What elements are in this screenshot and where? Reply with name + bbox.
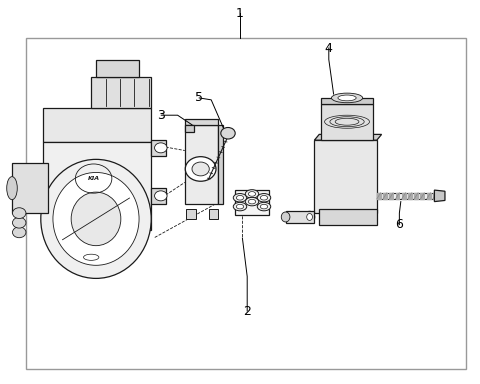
Ellipse shape [338,95,356,101]
Polygon shape [319,209,377,225]
Ellipse shape [331,93,363,103]
Text: 5: 5 [195,91,203,104]
Polygon shape [151,188,166,204]
Polygon shape [321,104,373,140]
Ellipse shape [257,202,271,211]
Bar [186,209,196,219]
Bar [26,38,466,369]
Bar [209,209,218,219]
Polygon shape [43,108,151,142]
Polygon shape [91,77,151,108]
Ellipse shape [249,199,256,204]
Polygon shape [218,125,223,204]
Ellipse shape [236,195,244,200]
Ellipse shape [233,194,247,202]
Ellipse shape [257,194,271,202]
Ellipse shape [304,211,315,223]
Text: 3: 3 [157,109,165,122]
Ellipse shape [53,172,139,265]
Polygon shape [58,238,115,253]
Polygon shape [235,190,269,215]
Text: 6: 6 [396,218,403,231]
Ellipse shape [245,197,259,206]
Text: 1: 1 [236,7,244,20]
Polygon shape [286,211,314,223]
Circle shape [12,227,26,238]
Ellipse shape [249,192,256,196]
Ellipse shape [281,212,290,222]
Ellipse shape [84,254,99,260]
Text: KIA: KIA [87,176,100,181]
Ellipse shape [236,204,244,209]
Ellipse shape [233,202,247,211]
Polygon shape [434,190,445,202]
Ellipse shape [307,214,312,220]
Circle shape [12,217,26,228]
Text: 2: 2 [243,305,251,318]
Circle shape [155,191,167,201]
Polygon shape [185,125,218,204]
Polygon shape [321,98,373,104]
Polygon shape [96,60,139,77]
Ellipse shape [79,253,103,262]
Polygon shape [12,163,48,213]
Polygon shape [314,134,382,140]
Circle shape [155,143,167,153]
Ellipse shape [260,204,268,209]
Polygon shape [185,125,194,132]
Polygon shape [43,142,151,230]
Text: 4: 4 [325,41,333,55]
Ellipse shape [260,195,268,200]
Ellipse shape [245,190,259,198]
Ellipse shape [41,159,151,278]
Circle shape [221,127,235,139]
Circle shape [12,208,26,218]
Polygon shape [151,140,166,156]
Ellipse shape [7,177,17,200]
Circle shape [192,162,209,176]
Polygon shape [185,119,218,125]
Circle shape [185,157,216,181]
Polygon shape [314,140,377,213]
Ellipse shape [71,192,121,246]
